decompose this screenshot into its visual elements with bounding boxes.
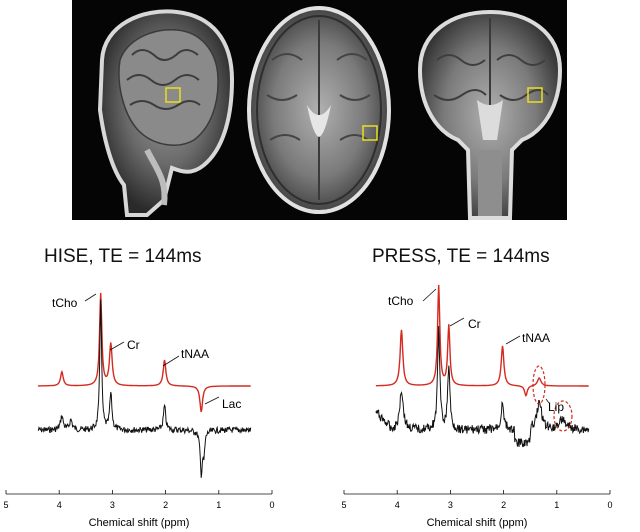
press-tick-3: 3 [448,500,453,510]
tcho-label: tCho [52,296,78,310]
hise-tick-1: 1 [216,500,221,510]
cr-label: Cr [468,317,481,331]
tnaa-leader-line [505,335,521,345]
hise-tick-0: 0 [269,500,274,510]
hise-tick-5: 5 [3,500,8,510]
hise-tick-3: 3 [110,500,115,510]
press-x-axis-label: Chemical shift (ppm) [427,517,528,529]
lac-label: Lac [222,397,241,411]
press-fit-spectrum [375,284,589,398]
cr-label: Cr [127,338,140,352]
sagittal-mri-image [97,9,235,217]
mri-image-panel [72,0,567,220]
tnaa-label: tNAA [522,331,550,345]
voxel-marker-sagittal [165,87,181,103]
lipid-marker-2 [553,400,573,432]
voxel-marker-axial [362,125,378,141]
left-panel-title: HISE, TE = 144ms [44,246,202,267]
coronal-mri-image [417,9,563,220]
axial-mri-image [247,6,391,214]
lipid-marker-1 [532,365,546,405]
tnaa-label: tNAA [181,347,209,361]
hise-spectrum-plot: tCho Cr tNAA Lac 5 4 3 2 1 0 Chemical sh… [3,292,275,529]
press-tick-0: 0 [607,500,612,510]
hise-tick-marks [5,490,273,494]
right-panel-title: PRESS, TE = 144ms [372,246,550,267]
cr-leader-line [109,341,125,351]
press-tick-4: 4 [395,500,400,510]
tcho-leader-line [422,288,437,302]
press-tick-marks [343,490,611,494]
voxel-marker-coronal [527,87,543,103]
hise-x-axis-label: Chemical shift (ppm) [89,517,190,529]
tcho-leader-line [84,293,97,302]
lip-leader-line [545,398,550,404]
press-measured-spectrum [375,325,590,448]
hise-measured-spectrum [37,299,252,478]
cr-leader-line [449,317,465,327]
lac-leader-line [204,396,220,405]
press-tick-2: 2 [501,500,506,510]
hise-tick-2: 2 [163,500,168,510]
press-tick-5: 5 [341,500,346,510]
press-spectrum-plot: tCho Cr tNAA Lip 5 4 3 2 1 0 Chemical sh… [341,284,613,529]
press-tick-1: 1 [554,500,559,510]
hise-tick-4: 4 [57,500,62,510]
lip-label: Lip [548,400,564,414]
tnaa-leader-line [162,355,180,367]
tcho-label: tCho [388,294,414,308]
hise-fit-spectrum [37,292,251,413]
